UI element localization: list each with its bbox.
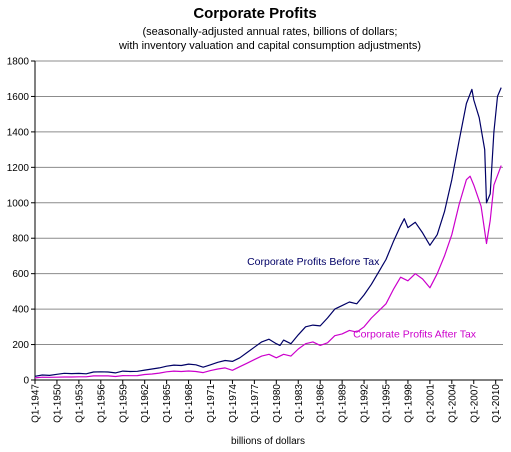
x-tick-label: Q1-1983	[294, 384, 305, 423]
x-axis-tick-labels: Q1-1947 Q1-1950 Q1-1953 Q1-1956 Q1-1959 Q1-19…	[31, 384, 503, 423]
chart-title: Corporate Profits	[193, 5, 316, 22]
y-axis-tick-labels: 0 200 400 600 800 1000 1200 1400 1600 1800	[7, 57, 30, 387]
y-tick-label: 0	[23, 376, 29, 387]
series-line-before-tax	[34, 87, 502, 377]
gridlines	[35, 60, 503, 346]
x-tick-label: Q1-1947	[31, 384, 42, 423]
series-label-after-tax: Corporate Profits After Tax	[353, 328, 477, 340]
x-tick-label: Q1-1962	[140, 384, 151, 423]
x-tick-label: Q1-1989	[338, 384, 349, 423]
y-tick-label: 1200	[7, 163, 30, 174]
y-tick-label: 1800	[7, 57, 30, 68]
x-tick-label: Q1-1965	[162, 384, 173, 423]
y-tick-label: 1600	[7, 92, 30, 103]
x-tick-label: Q1-1971	[206, 384, 217, 423]
y-tick-label: 1400	[7, 127, 30, 138]
y-tick-label: 1000	[7, 198, 30, 209]
x-axis-label: billions of dollars	[231, 436, 305, 447]
y-tick-label: 200	[12, 340, 29, 351]
x-tick-label: Q1-2001	[425, 384, 436, 423]
x-tick-label: Q1-1959	[118, 384, 129, 423]
x-tick-label: Q1-1992	[360, 384, 371, 423]
series-label-before-tax: Corporate Profits Before Tax	[247, 256, 380, 268]
x-tick-label: Q1-1977	[250, 384, 261, 423]
x-tick-label: Q1-1956	[96, 384, 107, 423]
x-tick-label: Q1-1950	[52, 384, 63, 423]
y-tick-label: 400	[12, 305, 29, 316]
chart-subtitle-line-1: (seasonally-adjusted annual rates, billi…	[143, 26, 398, 38]
series-lines	[34, 87, 502, 379]
x-tick-label: Q1-1998	[403, 384, 414, 423]
x-tick-label: Q1-1968	[184, 384, 195, 423]
x-tick-label: Q1-2010	[491, 384, 502, 423]
x-tick-label: Q1-1995	[382, 384, 393, 423]
x-tick-label: Q1-1974	[228, 384, 239, 423]
x-tick-label: Q1-2004	[447, 384, 458, 423]
x-tick-label: Q1-1980	[272, 384, 283, 423]
y-tick-label: 800	[12, 234, 29, 245]
y-tick-label: 600	[12, 269, 29, 280]
chart-subtitle-line-2: with inventory valuation and capital con…	[118, 40, 421, 52]
x-tick-label: Q1-1986	[316, 384, 327, 423]
axes	[31, 60, 503, 384]
series-line-after-tax	[34, 165, 502, 379]
series-annotations: Corporate Profits Before Tax Corporate Pr…	[247, 256, 477, 341]
x-tick-label: Q1-1953	[74, 384, 85, 423]
x-tick-label: Q1-2007	[469, 384, 480, 423]
